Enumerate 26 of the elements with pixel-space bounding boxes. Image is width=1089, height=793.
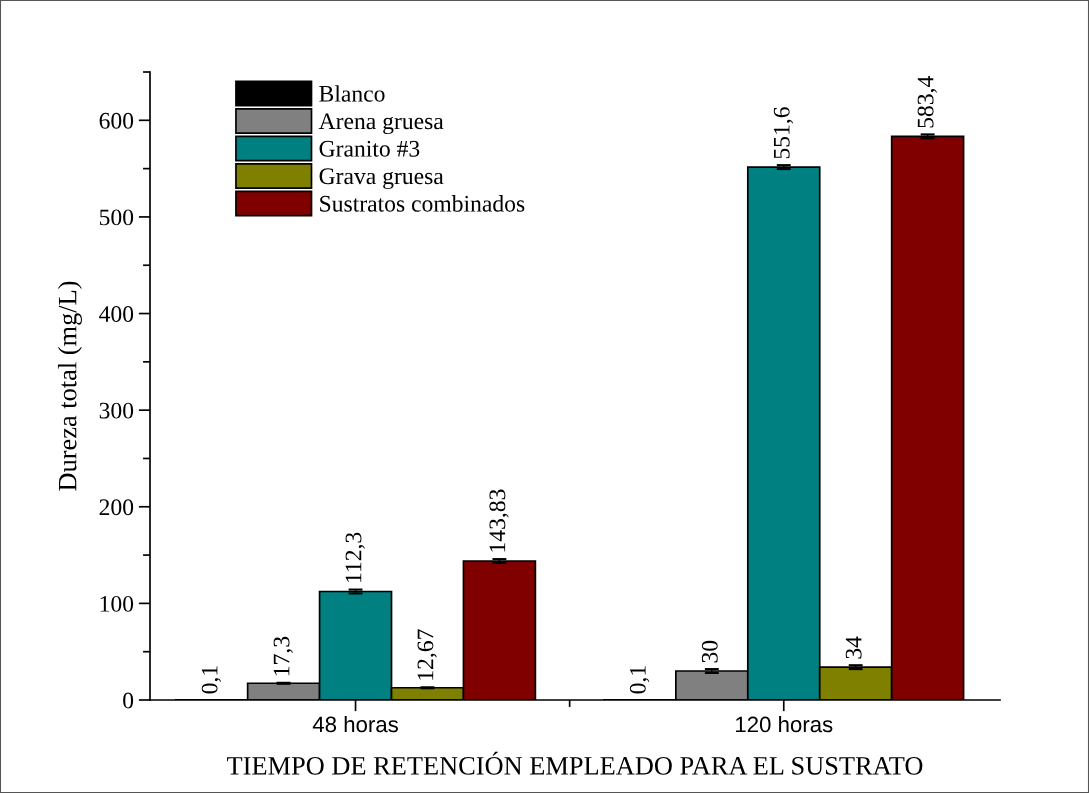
y-tick-label: 400 [99,306,134,322]
data-label: 0,1 [629,666,650,694]
data-label: 551,6 [773,107,794,159]
y-tick-label: 200 [99,499,134,516]
y-tick-label: 500 [99,209,134,226]
data-label: 143,83 [489,489,509,552]
x-axis-title: TIEMPO DE RETENCIÓN EMPLEADO PARA EL SUSTRATO [227,751,923,775]
y-tick-label: 100 [100,595,134,612]
data-label: 583,4 [917,76,937,128]
data-label: 34 [845,636,862,659]
y-tick-label: 300 [99,402,134,419]
data-label: 0,1 [201,666,221,694]
y-axis-title: Dureza total (mg/L) [57,281,82,491]
legend-label: Sustratos combinados [320,195,525,212]
data-label: 30 [701,640,718,663]
legend-label: Granito #3 [319,140,420,157]
y-tick-label: 600 [99,112,134,129]
data-label: 12,67 [417,629,437,680]
data-label: 112,3 [345,532,365,582]
y-tick-label: 0 [123,692,134,709]
data-label: 17,3 [273,636,293,676]
legend-label: Grava gruesa [319,168,444,190]
x-tick-label: 120 horas [736,715,833,733]
legend-label: Blanco [319,85,385,102]
x-tick-label: 48 horas [312,715,398,733]
legend-label: Arena gruesa [318,113,444,135]
